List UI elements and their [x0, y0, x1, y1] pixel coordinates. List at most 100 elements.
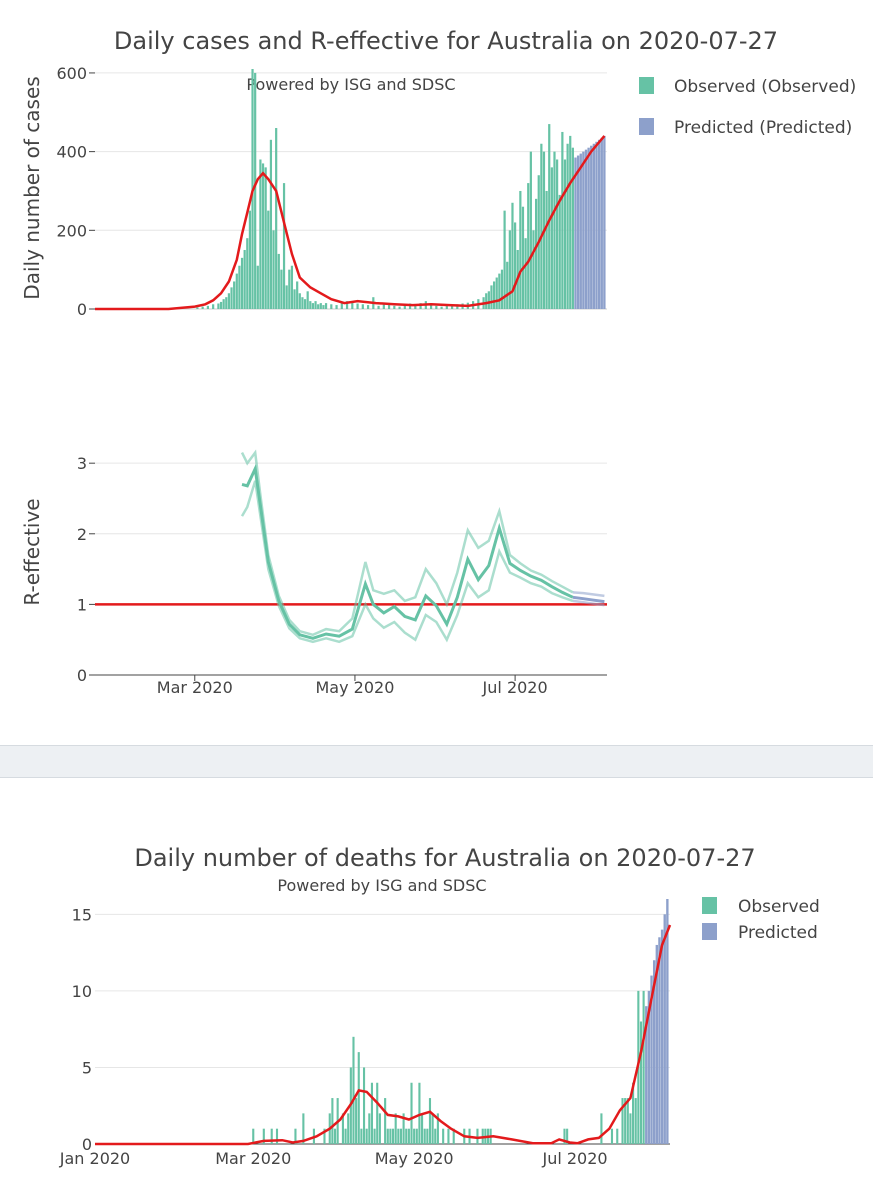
deaths-ytick-label: 10 — [72, 982, 92, 1001]
cases-observed-bar — [393, 305, 396, 309]
cases-observed-bar — [324, 303, 328, 309]
deaths-observed-bar — [386, 1128, 389, 1144]
deaths-panel: Daily number of deaths for Australia on … — [0, 780, 873, 1200]
deaths-observed-bar — [362, 1067, 366, 1144]
cases-observed-bar — [222, 299, 225, 309]
deaths-observed-bar — [302, 1113, 305, 1144]
cases-observed-bar — [311, 303, 315, 309]
deaths-observed-bar — [639, 1021, 643, 1144]
section-divider — [0, 745, 873, 778]
cases-observed-bar — [366, 305, 370, 309]
cases-observed-bar — [288, 269, 291, 309]
deaths-observed-bar — [428, 1098, 432, 1144]
legend-observed-label[interactable]: Observed (Observed) — [674, 77, 856, 97]
deaths-observed-bar — [360, 1128, 363, 1144]
cases-observed-bar — [550, 167, 553, 309]
legend-predicted-label[interactable]: Predicted (Predicted) — [674, 118, 852, 138]
deaths-observed-bar — [370, 1082, 374, 1144]
cases-observed-bar — [440, 306, 443, 309]
cases-observed-bar — [356, 303, 359, 309]
legend-predicted-swatch[interactable] — [639, 118, 654, 135]
cases-observed-bar — [212, 304, 215, 309]
cases-observed-bar — [351, 302, 354, 309]
cases-observed-bar — [254, 72, 257, 310]
cases-observed-bar — [243, 249, 246, 309]
cases-observed-bar — [521, 206, 525, 309]
deaths-observed-bar — [341, 1113, 344, 1144]
deaths-legend-observed-swatch[interactable] — [702, 897, 717, 914]
deaths-observed-bar — [407, 1128, 410, 1144]
cases-chart-title: Daily cases and R-effective for Australi… — [114, 27, 778, 55]
deaths-legend-predicted-swatch[interactable] — [702, 923, 717, 940]
cases-observed-bar — [272, 230, 275, 309]
reff-lower-bound-line — [240, 480, 574, 644]
deaths-observed-bar — [368, 1113, 371, 1144]
reff-xtick-label: May 2020 — [315, 678, 394, 697]
cases-observed-bar — [225, 297, 228, 309]
cases-observed-bar — [317, 304, 320, 309]
cases-observed-bar — [408, 303, 412, 309]
cases-legend[interactable]: Observed (Observed) Predicted (Predicted… — [639, 77, 856, 138]
deaths-observed-bar — [391, 1128, 395, 1144]
deaths-fit-line — [95, 924, 672, 1146]
reff-predicted-median-line — [572, 595, 605, 604]
cases-observed-bar — [322, 305, 325, 309]
deaths-legend-predicted-label[interactable]: Predicted — [738, 923, 818, 943]
deaths-observed-bar — [616, 1128, 619, 1144]
cases-observed-bar — [511, 202, 514, 309]
deaths-observed-bar — [376, 1082, 379, 1144]
cases-observed-bar — [540, 143, 543, 309]
deaths-observed-bar — [389, 1128, 392, 1144]
reff-ytick-label: 1 — [77, 595, 87, 614]
reff-xtick-label: Jul 2020 — [482, 678, 548, 697]
cases-observed-bar — [419, 303, 422, 309]
cases-predicted-bar — [592, 143, 596, 309]
cases-observed-bar — [230, 287, 233, 309]
deaths-observed-bar — [634, 1098, 637, 1144]
deaths-observed-bar — [373, 1128, 376, 1144]
cases-observed-bar — [506, 261, 509, 309]
deaths-observed-bar — [378, 1113, 381, 1144]
deaths-predicted-bar — [647, 990, 651, 1144]
cases-observed-bar — [256, 265, 259, 309]
deaths-observed-bar — [413, 1128, 416, 1144]
cases-observed-bar — [206, 305, 210, 309]
cases-observed-bar — [382, 304, 385, 309]
deaths-observed-bar — [418, 1082, 421, 1144]
reff-ytick-label: 0 — [77, 666, 87, 685]
legend-observed-swatch[interactable] — [639, 77, 654, 94]
deaths-observed-bar — [442, 1128, 445, 1144]
deaths-predicted-bar — [652, 960, 656, 1144]
deaths-observed-bar — [447, 1128, 450, 1144]
cases-observed-bar — [301, 297, 304, 309]
deaths-predicted-bar — [655, 944, 658, 1144]
deaths-observed-bar — [262, 1128, 265, 1144]
deaths-observed-bar — [352, 1036, 355, 1144]
cases-observed-bar — [513, 222, 517, 309]
reff-xtick-label: Mar 2020 — [157, 678, 233, 697]
cases-observed-bar — [524, 238, 527, 309]
deaths-xtick-label: Jan 2020 — [59, 1149, 130, 1168]
cases-reff-chart: Daily cases and R-effective for Australi… — [20, 27, 856, 697]
deaths-predicted-bar — [666, 899, 669, 1144]
deaths-xtick-label: May 2020 — [375, 1149, 454, 1168]
cases-observed-bar — [314, 301, 317, 309]
cases-observed-bar — [500, 269, 504, 309]
cases-observed-bar — [290, 265, 294, 309]
deaths-predicted-bar — [645, 1006, 648, 1144]
cases-observed-bar — [492, 281, 496, 309]
cases-observed-bar — [330, 304, 333, 309]
cases-observed-bar — [233, 281, 236, 309]
deaths-observed-bar — [423, 1128, 426, 1144]
deaths-observed-bar — [365, 1128, 368, 1144]
deaths-xtick-label: Jul 2020 — [541, 1149, 607, 1168]
deaths-observed-bar — [624, 1098, 627, 1144]
deaths-chart-subtitle: Powered by ISG and SDSC — [277, 876, 486, 895]
deaths-xtick-label: Mar 2020 — [215, 1149, 291, 1168]
cases-observed-bar — [403, 305, 406, 309]
cases-observed-bar — [532, 230, 535, 309]
deaths-legend-observed-label[interactable]: Observed — [738, 897, 820, 917]
cases-observed-bar — [561, 131, 564, 309]
deaths-observed-bar — [347, 1113, 350, 1144]
deaths-legend[interactable]: Observed Predicted — [702, 897, 820, 943]
